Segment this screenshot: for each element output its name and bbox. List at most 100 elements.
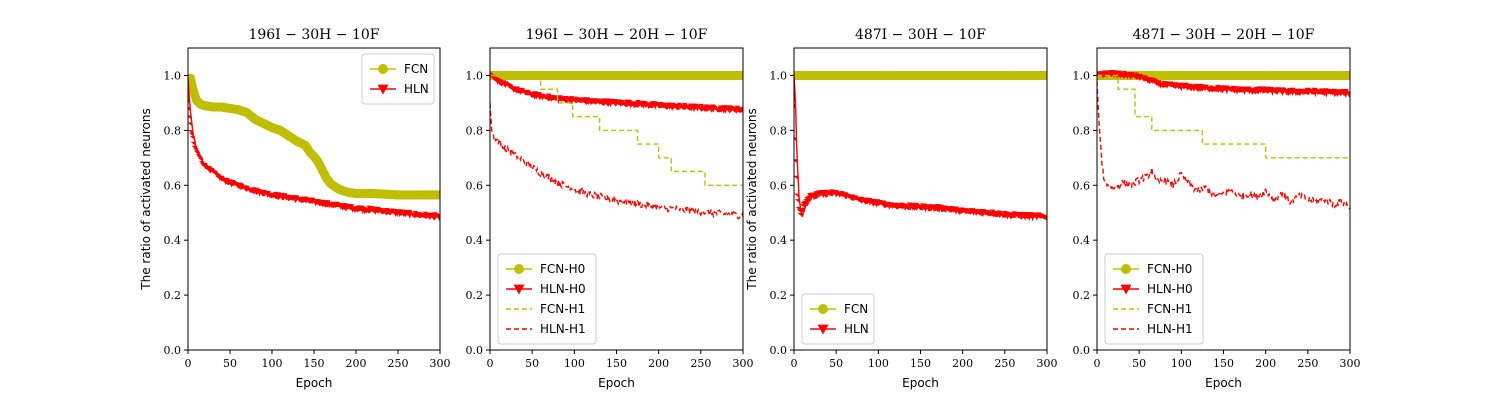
- legend-label: HLN-H0: [1147, 282, 1193, 296]
- x-tick-label: 150: [606, 357, 627, 370]
- point-hln-5: [794, 175, 799, 180]
- x-tick-label: 0: [791, 357, 798, 370]
- point-hln-188: [340, 205, 346, 210]
- point-hln-295: [430, 213, 436, 218]
- legend: FCN-H0 HLN-H0 FCN-H1 HLN-H1: [497, 253, 597, 345]
- x-tick-label: 300: [733, 357, 754, 370]
- point-hln-96: [870, 200, 876, 205]
- y-tick-label: 0.6: [466, 179, 484, 192]
- series-hln: [794, 71, 1047, 222]
- point-hln-39: [821, 192, 827, 197]
- point-hln-7: [188, 132, 194, 137]
- legend-box: [1104, 253, 1204, 345]
- x-tick-label: 250: [994, 357, 1015, 370]
- y-axis-label: The ratio of activated neurons: [745, 108, 759, 290]
- point-fcn-300: [435, 190, 440, 200]
- y-tick-label: 0.0: [466, 344, 484, 357]
- y-tick-label: 0.4: [466, 234, 484, 247]
- point-hln-224: [977, 211, 983, 216]
- plot-area: [490, 71, 743, 220]
- legend: FCN HLN: [801, 293, 875, 345]
- point-hln-180: [940, 207, 946, 212]
- point-hln-6: [794, 193, 800, 198]
- point-hln-62: [841, 194, 847, 199]
- subplot-3: 0 50 100 150 200 250 300 0.0 0.2 0.4 0.6 0.8 1.0 Epoc…: [745, 27, 1058, 390]
- point-hln-h0-279: [720, 108, 726, 113]
- point-hln-189: [948, 207, 954, 212]
- series-hln-h1: [490, 102, 743, 220]
- point-hln-2: [188, 98, 190, 103]
- y-tick-label: 0.4: [164, 234, 182, 247]
- y-tick-label: 0.0: [770, 344, 788, 357]
- legend-label: FCN-H1: [1147, 302, 1192, 316]
- series-fcn: [188, 73, 440, 200]
- point-hln-h0-12: [495, 78, 501, 83]
- subplot-4: 0 50 100 150 200 250 300 0.0 0.2 0.4 0.6 0.8 1.0 Epoc…: [1073, 27, 1361, 390]
- point-hln-h0-232: [1287, 90, 1293, 95]
- y-tick-label: 0.0: [1073, 344, 1091, 357]
- y-tick-label: 0.6: [164, 179, 182, 192]
- point-hln-128: [290, 197, 296, 202]
- series-fcn: [794, 71, 1047, 80]
- point-hln-18: [198, 158, 204, 163]
- x-tick-label: 300: [1340, 357, 1361, 370]
- point-hln-7: [794, 199, 800, 204]
- legend-entry-fcn-h0: FCN-H0: [1113, 262, 1192, 276]
- x-tick-label: 200: [346, 357, 367, 370]
- point-hln-9: [190, 141, 196, 146]
- y-tick-label: 0.8: [770, 124, 788, 137]
- legend: FCN-H0 HLN-H0 FCN-H1 HLN-H1: [1104, 253, 1204, 345]
- point-hln-h0-295: [1340, 91, 1346, 96]
- point-hln-h0-182: [638, 103, 644, 108]
- point-hln-h0-216: [667, 105, 673, 110]
- chart-title: 196I − 30H − 20H − 10F: [526, 27, 708, 43]
- point-hln-20: [805, 195, 811, 200]
- x-tick-label: 250: [388, 357, 409, 370]
- point-hln-113: [884, 203, 890, 208]
- y-tick-label: 1.0: [770, 69, 788, 82]
- point-hln-h0-188: [1250, 89, 1256, 94]
- point-hln-283: [1027, 215, 1033, 220]
- series-fcn-h0: [490, 71, 743, 80]
- point-hln-h0-282: [1329, 91, 1335, 96]
- x-axis-label: Epoch: [902, 376, 939, 390]
- point-hln-10: [797, 212, 803, 217]
- legend-marker: [378, 64, 388, 74]
- point-hln-223: [370, 209, 376, 214]
- point-hln-h0-176: [633, 102, 639, 107]
- legend-entry-hln-h0: HLN-H0: [506, 282, 586, 296]
- series-line-fcn-h1: [1097, 74, 1350, 159]
- legend-box: [497, 253, 597, 345]
- point-hln-16: [802, 201, 808, 206]
- series-fcn-h0: [1097, 71, 1350, 80]
- point-hln-4: [188, 115, 192, 120]
- y-tick-label: 0.4: [770, 234, 788, 247]
- y-tick-label: 0.6: [770, 179, 788, 192]
- x-tick-label: 200: [952, 357, 973, 370]
- x-tick-label: 50: [525, 357, 539, 370]
- point-hln-h0-143: [605, 101, 611, 106]
- point-hln-h0-242: [689, 106, 695, 111]
- point-hln-h0-208: [1267, 89, 1273, 94]
- x-axis-label: Epoch: [1205, 376, 1242, 390]
- point-hln-h0-100: [1176, 85, 1182, 90]
- y-tick-label: 0.4: [1073, 234, 1091, 247]
- legend: FCN HLN: [361, 53, 435, 105]
- y-tick-label: 0.6: [1073, 179, 1091, 192]
- point-hln-274: [1020, 214, 1026, 219]
- x-tick-label: 0: [185, 357, 192, 370]
- point-hln-288: [1031, 214, 1037, 219]
- x-tick-label: 250: [690, 357, 711, 370]
- y-tick-label: 0.8: [164, 124, 182, 137]
- point-hln-90: [864, 199, 870, 204]
- point-hln-253: [1002, 213, 1008, 218]
- y-tick-label: 0.8: [1073, 124, 1091, 137]
- series-hln: [188, 74, 440, 221]
- point-hln-132: [900, 205, 906, 210]
- series-hln-h0: [1097, 70, 1350, 99]
- y-tick-label: 0.0: [164, 344, 182, 357]
- point-hln-52: [226, 181, 232, 186]
- point-hln-0: [188, 74, 189, 79]
- point-hln-217: [365, 207, 371, 212]
- legend-entry-hln-h1: HLN-H1: [506, 322, 586, 336]
